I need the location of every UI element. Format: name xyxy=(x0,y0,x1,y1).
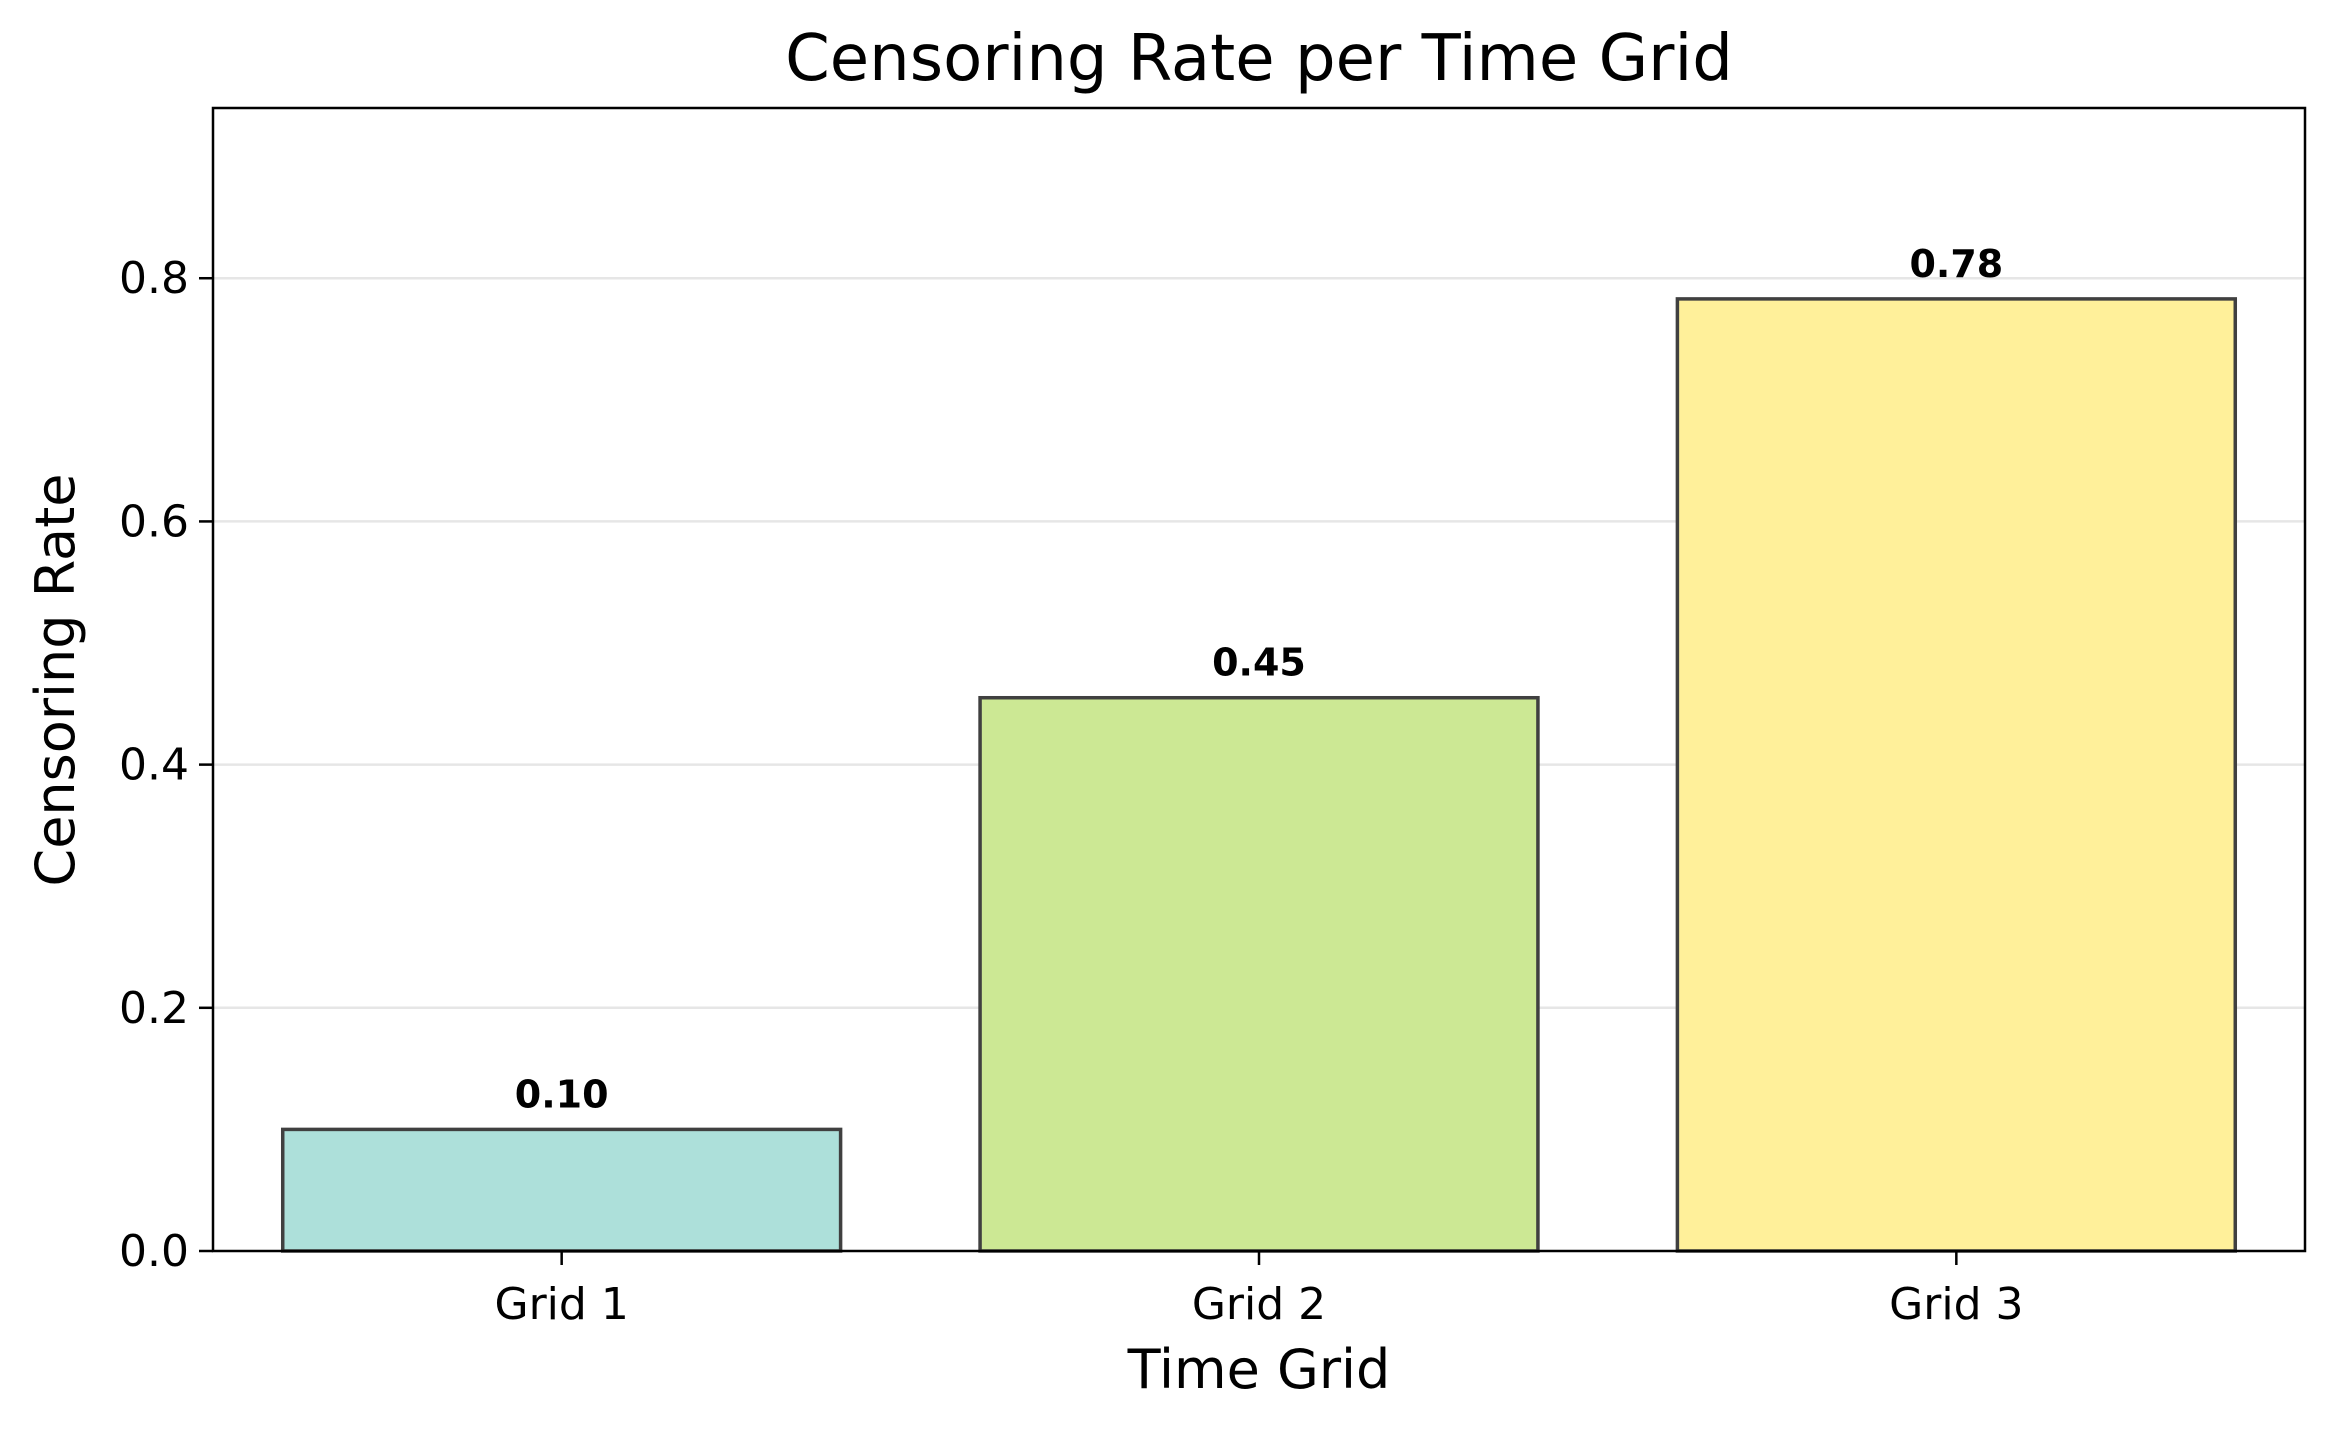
bar xyxy=(280,1127,843,1253)
y-axis-ticks: 0.0 0.2 0.4 0.6 0.8 xyxy=(119,253,213,1277)
data-labels: 0.10 0.45 0.78 xyxy=(515,242,2003,1116)
y-axis-label: Censoring Rate xyxy=(24,473,87,886)
x-axis-ticks: Grid 1 Grid 2 Grid 3 xyxy=(495,1251,2023,1330)
y-tick-label: 0.4 xyxy=(119,740,189,791)
bar-value-label: 0.78 xyxy=(1909,242,2003,286)
x-axis-label: Time Grid xyxy=(1127,1338,1391,1401)
bar-value-label: 0.10 xyxy=(515,1072,609,1116)
y-tick-label: 0.2 xyxy=(119,983,189,1034)
chart-title: Censoring Rate per Time Grid xyxy=(785,22,1733,96)
y-tick-label: 0.8 xyxy=(119,253,189,304)
bar-value-label: 0.45 xyxy=(1212,641,1306,685)
y-tick-label: 0.6 xyxy=(119,496,189,547)
bar xyxy=(1675,297,2238,1253)
x-tick-label: Grid 3 xyxy=(1889,1279,2023,1330)
bar xyxy=(978,695,1540,1253)
x-tick-label: Grid 1 xyxy=(495,1279,629,1330)
y-tick-label: 0.0 xyxy=(119,1226,189,1277)
x-tick-label: Grid 2 xyxy=(1192,1279,1326,1330)
